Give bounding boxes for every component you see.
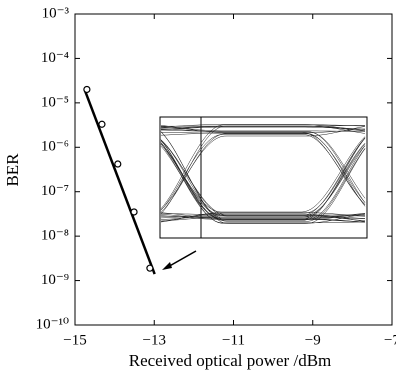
data-point	[115, 161, 121, 167]
data-point	[131, 209, 137, 215]
chart: Received optical power /dBm BER −15 −13 −1…	[0, 0, 396, 378]
data-point	[147, 265, 153, 271]
data-point	[84, 86, 90, 92]
y-tick-label: 10⁻⁵	[41, 94, 69, 110]
eye-diagram-inset	[160, 117, 367, 238]
y-tick-label: 10⁻¹⁰	[36, 316, 69, 332]
arrow-head	[162, 262, 172, 270]
x-tick-label: −15	[63, 332, 86, 348]
x-tick-label: −11	[222, 332, 245, 348]
arrow	[162, 251, 196, 270]
y-tick-label: 10⁻⁷	[41, 183, 69, 199]
y-tick-label: 10⁻⁹	[41, 272, 69, 288]
y-tick-label: 10⁻⁴	[41, 50, 69, 66]
y-tick-label: 10⁻³	[42, 5, 70, 21]
x-tick-label: −7	[384, 332, 396, 348]
x-axis-label: Received optical power /dBm	[129, 351, 332, 370]
y-tick-label: 10⁻⁶	[41, 139, 69, 155]
y-tick-label: 10⁻⁸	[41, 228, 69, 244]
x-tick-label: −13	[143, 332, 166, 348]
y-axis-label: BER	[3, 153, 22, 187]
x-tick-label: −9	[305, 332, 321, 348]
data-point	[99, 121, 105, 127]
fit-line	[85, 90, 155, 274]
